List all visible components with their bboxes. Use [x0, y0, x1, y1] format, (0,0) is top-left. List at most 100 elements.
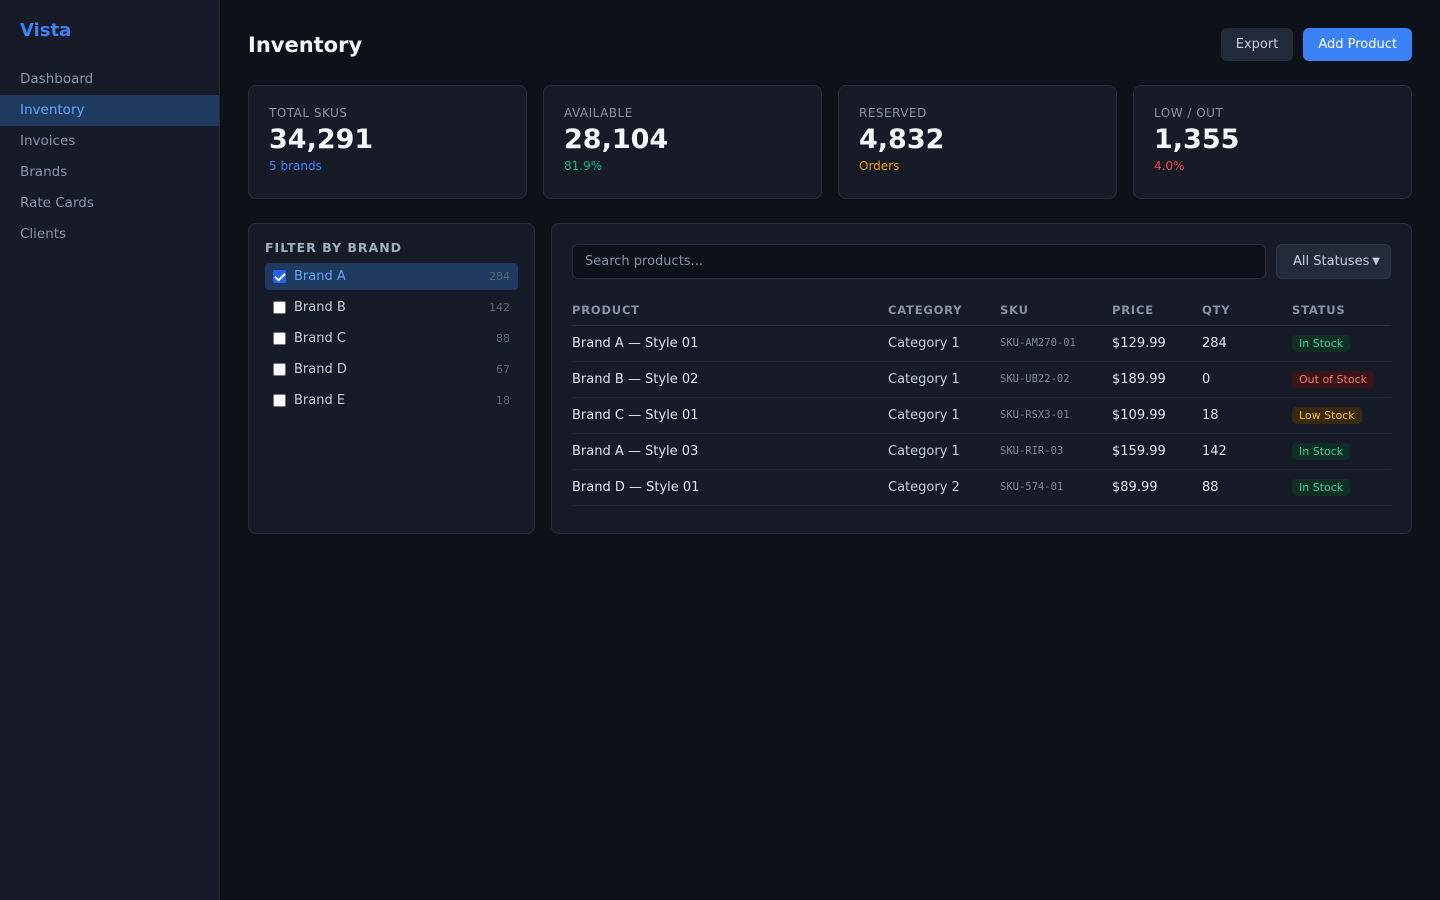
products-table-panel: All Statuses ▼ PRODUCT CATEGORY SKU PRIC…: [551, 223, 1412, 534]
brand-filter-brand-a[interactable]: Brand A 284: [265, 263, 518, 290]
column-header-price[interactable]: PRICE: [1112, 295, 1202, 326]
sidebar: Vista Dashboard Inventory Invoices Brand…: [0, 0, 220, 900]
cell-price: $129.99: [1112, 325, 1202, 362]
cell-product: Brand A — Style 03: [572, 433, 888, 470]
cell-status: In Stock: [1292, 325, 1391, 362]
brand-name: Brand D: [294, 362, 347, 377]
column-header-sku[interactable]: SKU: [1000, 295, 1112, 326]
cell-qty: 0: [1202, 361, 1292, 398]
header-actions: Export Add Product: [1220, 28, 1412, 61]
checkbox[interactable]: [273, 270, 286, 283]
cell-qty: 284: [1202, 325, 1292, 362]
search-input[interactable]: [572, 244, 1266, 279]
brand-filter-brand-e[interactable]: Brand E 18: [265, 387, 518, 414]
sidebar-item-invoices[interactable]: Invoices: [20, 133, 76, 149]
brand-name: Brand A: [294, 269, 346, 284]
cell-status: Low Stock: [1292, 397, 1391, 434]
stat-card-total-skus: TOTAL SKUS 34,291 5 brands: [248, 85, 527, 199]
stat-label: TOTAL SKUS: [269, 106, 348, 120]
sidebar-item-dashboard[interactable]: Dashboard: [20, 71, 94, 87]
cell-sku: SKU-RSX3-01: [1000, 397, 1112, 434]
products-table: PRODUCT CATEGORY SKU PRICE QTY STATUS Br…: [572, 295, 1391, 506]
status-badge: In Stock: [1292, 442, 1351, 460]
checkbox[interactable]: [273, 363, 286, 376]
cell-qty: 142: [1202, 433, 1292, 470]
filter-title: FILTER BY BRAND: [265, 240, 403, 255]
cell-status: In Stock: [1292, 433, 1391, 470]
brand-count: 18: [496, 394, 510, 407]
stat-value: 4,832: [859, 124, 945, 155]
table-header-row: PRODUCT CATEGORY SKU PRICE QTY STATUS: [572, 295, 1391, 326]
status-filter-value: All Statuses: [1293, 254, 1370, 269]
cell-sku: SKU-RIR-03: [1000, 433, 1112, 470]
cell-price: $189.99: [1112, 361, 1202, 398]
table-row[interactable]: Brand C — Style 01 Category 1 SKU-RSX3-0…: [572, 397, 1391, 434]
sidebar-item-brands[interactable]: Brands: [20, 164, 68, 180]
page-header: Inventory Export Add Product: [248, 28, 1412, 61]
cell-price: $109.99: [1112, 397, 1202, 434]
cell-qty: 18: [1202, 397, 1292, 434]
table-row[interactable]: Brand D — Style 01 Category 2 SKU-574-01…: [572, 469, 1391, 506]
table-row[interactable]: Brand A — Style 01 Category 1 SKU-AM270-…: [572, 325, 1391, 362]
cell-category: Category 1: [888, 325, 1000, 362]
cell-category: Category 1: [888, 397, 1000, 434]
chevron-down-icon: ▼: [1372, 256, 1380, 267]
brand-filter-brand-c[interactable]: Brand C 88: [265, 325, 518, 352]
cell-category: Category 2: [888, 469, 1000, 506]
stat-sub: 4.0%: [1154, 159, 1185, 173]
stat-sub: 81.9%: [564, 159, 603, 173]
sidebar-item-clients[interactable]: Clients: [20, 226, 67, 242]
app-logo: Vista: [20, 20, 72, 41]
cell-product: Brand A — Style 01: [572, 325, 888, 362]
cell-price: $89.99: [1112, 469, 1202, 506]
column-header-qty[interactable]: QTY: [1202, 295, 1292, 326]
cell-status: Out of Stock: [1292, 361, 1391, 398]
stat-card-available: AVAILABLE 28,104 81.9%: [543, 85, 822, 199]
page-title: Inventory: [248, 32, 363, 57]
brand-name: Brand B: [294, 300, 346, 315]
table-row[interactable]: Brand B — Style 02 Category 1 SKU-UB22-0…: [572, 361, 1391, 398]
status-badge: Low Stock: [1292, 406, 1362, 424]
cell-category: Category 1: [888, 361, 1000, 398]
stat-value: 28,104: [564, 124, 669, 155]
brand-count: 67: [496, 363, 510, 376]
brand-filter-brand-d[interactable]: Brand D 67: [265, 356, 518, 383]
stat-label: LOW / OUT: [1154, 106, 1224, 120]
cell-qty: 88: [1202, 469, 1292, 506]
stat-label: RESERVED: [859, 106, 927, 120]
brand-count: 88: [496, 332, 510, 345]
status-badge: Out of Stock: [1292, 370, 1374, 388]
column-header-category[interactable]: CATEGORY: [888, 295, 1000, 326]
cell-category: Category 1: [888, 433, 1000, 470]
stat-value: 1,355: [1154, 124, 1240, 155]
cell-sku: SKU-UB22-02: [1000, 361, 1112, 398]
stat-value: 34,291: [269, 124, 374, 155]
status-filter-select[interactable]: All Statuses ▼: [1276, 244, 1391, 279]
status-badge: In Stock: [1292, 478, 1351, 496]
brand-name: Brand C: [294, 331, 346, 346]
cell-product: Brand C — Style 01: [572, 397, 888, 434]
brand-filter-brand-b[interactable]: Brand B 142: [265, 294, 518, 321]
checkbox[interactable]: [273, 394, 286, 407]
export-button[interactable]: Export: [1220, 28, 1294, 61]
sidebar-item-inventory[interactable]: Inventory: [0, 95, 219, 126]
cell-price: $159.99: [1112, 433, 1202, 470]
lower-section: FILTER BY BRAND Brand A 284 Brand B 142 …: [248, 223, 1412, 534]
brand-name: Brand E: [294, 393, 346, 408]
cell-sku: SKU-AM270-01: [1000, 325, 1112, 362]
add-product-button[interactable]: Add Product: [1303, 28, 1412, 61]
cell-status: In Stock: [1292, 469, 1391, 506]
main-content: Inventory Export Add Product TOTAL SKUS …: [220, 0, 1440, 900]
stat-card-reserved: RESERVED 4,832 Orders: [838, 85, 1117, 199]
sidebar-item-rate-cards[interactable]: Rate Cards: [20, 195, 94, 211]
checkbox[interactable]: [273, 301, 286, 314]
status-badge: In Stock: [1292, 334, 1351, 352]
column-header-product[interactable]: PRODUCT: [572, 295, 888, 326]
checkbox[interactable]: [273, 332, 286, 345]
brand-count: 142: [489, 301, 510, 314]
table-row[interactable]: Brand A — Style 03 Category 1 SKU-RIR-03…: [572, 433, 1391, 470]
table-toolbar: All Statuses ▼: [572, 244, 1391, 279]
brand-count: 284: [489, 270, 510, 283]
column-header-status[interactable]: STATUS: [1292, 295, 1391, 326]
